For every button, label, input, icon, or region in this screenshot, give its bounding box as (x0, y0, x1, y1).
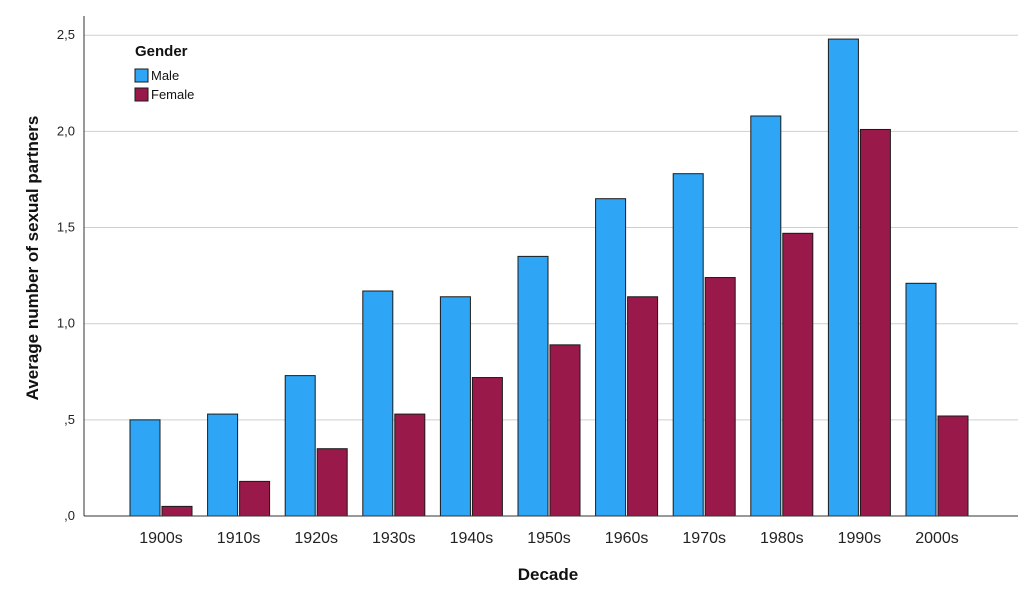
bar-male-1930s (362, 290, 394, 517)
bars (129, 38, 969, 517)
y-tick-labels: ,0 ,5 1,0 1,5 2,0 2,5 (57, 27, 75, 523)
legend-swatch-female (134, 87, 149, 102)
legend-label-female: Female (151, 87, 194, 102)
bar-male-1920s (284, 375, 316, 517)
bar-male-2000s (905, 282, 937, 517)
x-tick-label: 1940s (450, 530, 494, 547)
bar-female-1970s (704, 277, 736, 517)
x-tick-label: 1970s (682, 530, 726, 547)
bar-female-1990s (859, 128, 891, 517)
bar-male-1950s (517, 255, 549, 517)
bar-female-1940s (471, 377, 503, 517)
x-axis-title: Decade (518, 565, 578, 584)
bar-male-1910s (207, 413, 239, 517)
legend-label-male: Male (151, 68, 179, 83)
y-axis-title: Average number of sexual partners (23, 116, 42, 401)
y-tick-label: 2,0 (57, 123, 75, 138)
x-tick-label: 1990s (838, 530, 882, 547)
bar-male-1940s (439, 296, 471, 517)
x-tick-labels: 1900s 1910s 1920s 1930s 1940s 1950s 1960s 1970s… (139, 530, 959, 547)
x-tick-label: 1980s (760, 530, 804, 547)
y-tick-label: 1,0 (57, 316, 75, 331)
bar-female-1930s (394, 413, 426, 517)
y-tick-label: ,0 (64, 508, 75, 523)
x-tick-label: 2000s (915, 530, 959, 547)
legend: Gender Male Female (134, 43, 194, 102)
x-tick-label: 1950s (527, 530, 571, 547)
legend-swatch-male (134, 68, 149, 83)
bar-male-1960s (595, 198, 627, 517)
bar-female-1900s (161, 505, 193, 517)
x-tick-label: 1960s (605, 530, 649, 547)
x-tick-label: 1920s (294, 530, 338, 547)
y-tick-label: 1,5 (57, 220, 75, 235)
bar-male-1900s (129, 419, 161, 517)
bar-female-2000s (937, 415, 969, 517)
bar-female-1920s (316, 448, 348, 517)
axes (83, 16, 1018, 517)
y-tick-label: ,5 (64, 412, 75, 427)
bar-female-1980s (782, 232, 814, 517)
x-tick-label: 1900s (139, 530, 183, 547)
legend-title: Gender (135, 43, 188, 60)
y-tick-label: 2,5 (57, 27, 75, 42)
x-tick-label: 1910s (217, 530, 261, 547)
bar-female-1960s (627, 296, 659, 517)
x-tick-label: 1930s (372, 530, 416, 547)
bar-male-1970s (672, 173, 704, 517)
bar-female-1950s (549, 344, 581, 517)
bar-male-1980s (750, 115, 782, 517)
bar-male-1990s (827, 38, 859, 517)
bar-female-1910s (239, 480, 271, 517)
